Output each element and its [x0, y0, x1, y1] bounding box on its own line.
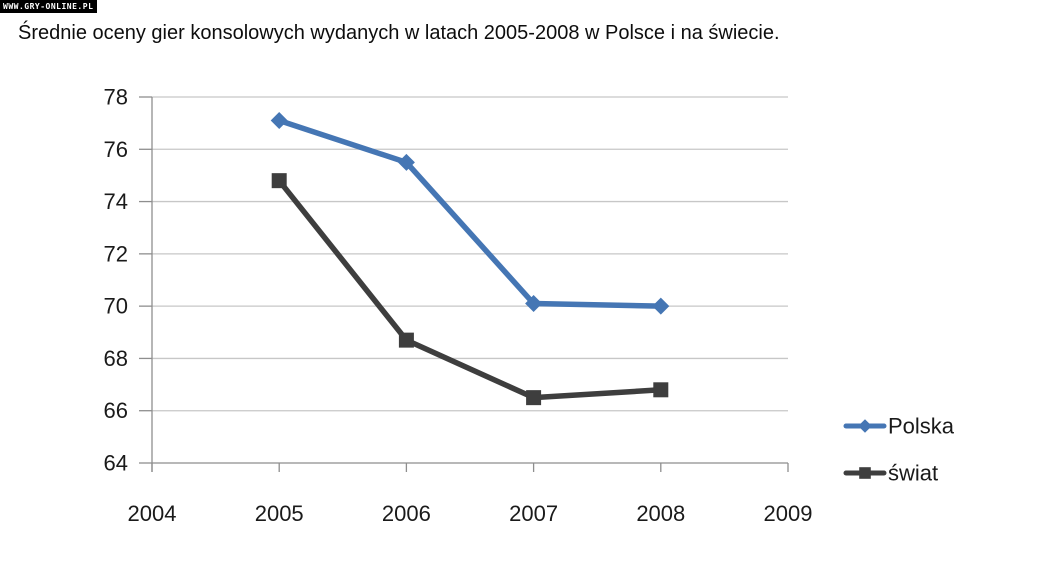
y-axis-tick-label: 74 [104, 189, 128, 214]
y-axis-tick-label: 70 [104, 294, 128, 319]
legend-label: świat [888, 461, 938, 486]
data-point-marker-diamond [397, 153, 415, 171]
y-axis-tick-label: 78 [104, 85, 128, 110]
legend-marker-diamond [858, 419, 872, 433]
data-point-marker-square [398, 332, 414, 348]
data-point-marker-square [526, 390, 542, 406]
data-point-marker-diamond [270, 112, 288, 130]
y-axis-tick-label: 68 [104, 346, 128, 371]
data-point-marker-square [653, 382, 669, 398]
x-axis-tick-label: 2004 [128, 501, 177, 526]
data-point-marker-diamond [652, 297, 670, 315]
y-axis-tick-label: 66 [104, 398, 128, 423]
x-axis-tick-label: 2007 [509, 501, 558, 526]
legend-marker-square [859, 467, 871, 479]
series-line-polska [276, 117, 664, 309]
chart-title: Średnie oceny gier konsolowych wydanych … [18, 22, 780, 44]
x-axis-tick-label: 2008 [636, 501, 685, 526]
y-axis-tick-label: 64 [104, 451, 128, 476]
series-line-świat [276, 177, 664, 401]
data-point-marker-square [271, 173, 287, 189]
y-axis-tick-label: 72 [104, 241, 128, 266]
x-axis-tick-label: 2006 [382, 501, 431, 526]
data-point-marker-diamond [525, 295, 543, 313]
legend-label: Polska [888, 414, 955, 439]
watermark-badge: WWW.GRY-ONLINE.PL [0, 0, 98, 13]
y-axis-tick-label: 76 [104, 137, 128, 162]
x-axis-tick-label: 2005 [255, 501, 304, 526]
x-axis-tick-label: 2009 [764, 501, 813, 526]
